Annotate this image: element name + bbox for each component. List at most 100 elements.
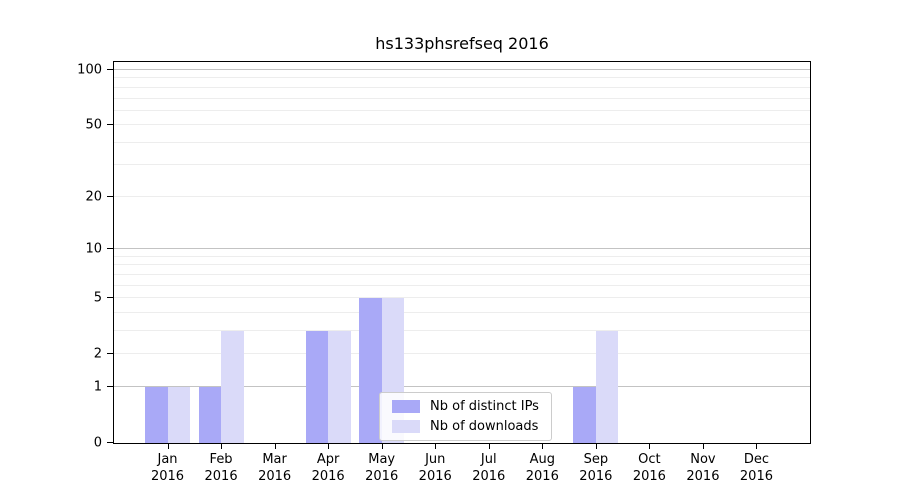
x-axis-tick: [167, 443, 169, 449]
x-axis-label: Jan 2016: [151, 451, 184, 485]
y-axis-tick: [107, 195, 114, 197]
x-axis-label: Sep 2016: [579, 451, 612, 485]
gridline-minor: [114, 297, 810, 299]
x-axis-label-month: Jul: [480, 452, 497, 467]
y-axis-tick: [107, 69, 114, 70]
x-axis-label-month: Aug: [529, 452, 555, 467]
gridline-minor: [114, 353, 810, 355]
bar-downloads: [328, 330, 351, 443]
x-axis-label-month: Dec: [743, 452, 770, 467]
x-axis-label: Oct 2016: [633, 451, 666, 485]
x-axis-tick: [542, 443, 544, 449]
gridline-major: [114, 248, 810, 250]
bar-downloads: [221, 330, 244, 443]
y-axis-tick-label: 0: [93, 435, 102, 451]
x-axis-label-month: Feb: [209, 452, 233, 467]
x-axis-label: May 2016: [365, 451, 398, 485]
x-axis-label-year: 2016: [686, 469, 720, 484]
x-axis-tick: [595, 443, 597, 449]
bar-distinct-ips: [305, 330, 329, 443]
x-axis-label-year: 2016: [365, 469, 399, 484]
legend-entry: Nb of downloads: [392, 419, 539, 434]
y-axis-tick: [107, 297, 114, 299]
x-axis-label-month: Mar: [262, 452, 287, 467]
legend-label: Nb of downloads: [430, 419, 539, 434]
x-axis-tick: [381, 443, 383, 449]
gridline-major: [114, 69, 810, 70]
x-axis-label: Aug 2016: [526, 451, 559, 485]
x-axis-label-year: 2016: [204, 469, 238, 484]
chart-title: hs133phsrefseq 2016: [375, 34, 549, 53]
gridline-minor: [114, 255, 810, 257]
x-axis-label-year: 2016: [739, 469, 773, 484]
legend-swatch: [392, 400, 420, 413]
x-axis-tick: [435, 443, 437, 449]
gridline-major: [114, 385, 810, 387]
x-axis-label-month: Apr: [316, 452, 340, 467]
x-axis-label-year: 2016: [418, 469, 452, 484]
x-axis-label-month: Sep: [583, 452, 609, 467]
legend-label: Nb of distinct IPs: [430, 399, 539, 414]
bar-downloads: [595, 330, 619, 443]
gridline-minor: [114, 86, 810, 88]
x-axis-label-year: 2016: [472, 469, 506, 484]
gridline-minor: [114, 109, 810, 111]
y-axis-tick: [107, 248, 114, 250]
gridline-minor: [114, 124, 810, 126]
legend-swatch: [392, 420, 420, 433]
plot-area: 100 50 20 10 5 2 1 0 Jan 2016 Feb 2016 Mar 2016 Apr 201…: [77, 61, 811, 484]
x-axis-tick: [221, 443, 223, 449]
bar-distinct-ips: [359, 298, 382, 443]
y-axis-tick-label: 10: [85, 241, 102, 257]
x-axis-tick: [274, 443, 276, 449]
y-axis-tick-label: 100: [77, 62, 102, 78]
x-axis-label: Jun 2016: [419, 451, 452, 485]
x-axis-label: Feb 2016: [205, 451, 238, 485]
x-axis-label-month: Nov: [690, 452, 716, 467]
x-axis-label-year: 2016: [311, 469, 345, 484]
gridline-minor: [114, 273, 810, 275]
x-axis-label-year: 2016: [525, 469, 559, 484]
x-axis-label-month: Jun: [425, 452, 446, 467]
y-axis-tick-label: 20: [85, 189, 102, 205]
x-axis-label-year: 2016: [579, 469, 613, 484]
gridline-minor: [114, 164, 810, 166]
gridline-minor: [114, 97, 810, 99]
x-axis-label: Jul 2016: [472, 451, 505, 485]
bar-downloads: [167, 386, 191, 443]
x-axis-label: Apr 2016: [312, 451, 345, 485]
x-axis-label-month: Jan: [157, 452, 178, 467]
gridline-minor: [114, 311, 810, 313]
x-axis-label: Dec 2016: [740, 451, 773, 485]
y-axis-tick-label: 2: [93, 346, 102, 362]
y-axis-tick-label: 5: [93, 290, 102, 306]
gridline-minor: [114, 284, 810, 286]
gridline-minor: [114, 329, 810, 331]
y-axis-tick-label: 1: [93, 379, 102, 395]
x-axis-label-month: Oct: [638, 452, 661, 467]
gridline-minor: [114, 195, 810, 197]
x-axis-tick: [702, 443, 704, 449]
x-axis-label-month: May: [368, 452, 396, 467]
y-axis-tick: [107, 385, 114, 387]
y-axis-tick: [107, 124, 114, 126]
bar-distinct-ips: [573, 386, 596, 443]
x-axis-tick: [649, 443, 651, 449]
x-axis-tick: [488, 443, 490, 449]
y-axis-tick: [107, 442, 114, 443]
legend-entry: Nb of distinct IPs: [392, 399, 539, 414]
gridline-minor: [114, 264, 810, 266]
x-axis-tick: [328, 443, 330, 449]
bar-distinct-ips: [198, 386, 222, 443]
legend: Nb of distinct IPs Nb of downloads: [379, 392, 552, 441]
bar-distinct-ips: [145, 386, 168, 443]
x-axis-label-year: 2016: [632, 469, 666, 484]
y-axis-tick-label: 50: [85, 117, 102, 133]
y-axis-tick: [107, 353, 114, 355]
gridline-minor: [114, 141, 810, 143]
x-axis-label: Mar 2016: [258, 451, 291, 485]
x-axis-label: Nov 2016: [686, 451, 719, 485]
x-axis-label-year: 2016: [258, 469, 292, 484]
x-axis-tick: [756, 443, 758, 449]
